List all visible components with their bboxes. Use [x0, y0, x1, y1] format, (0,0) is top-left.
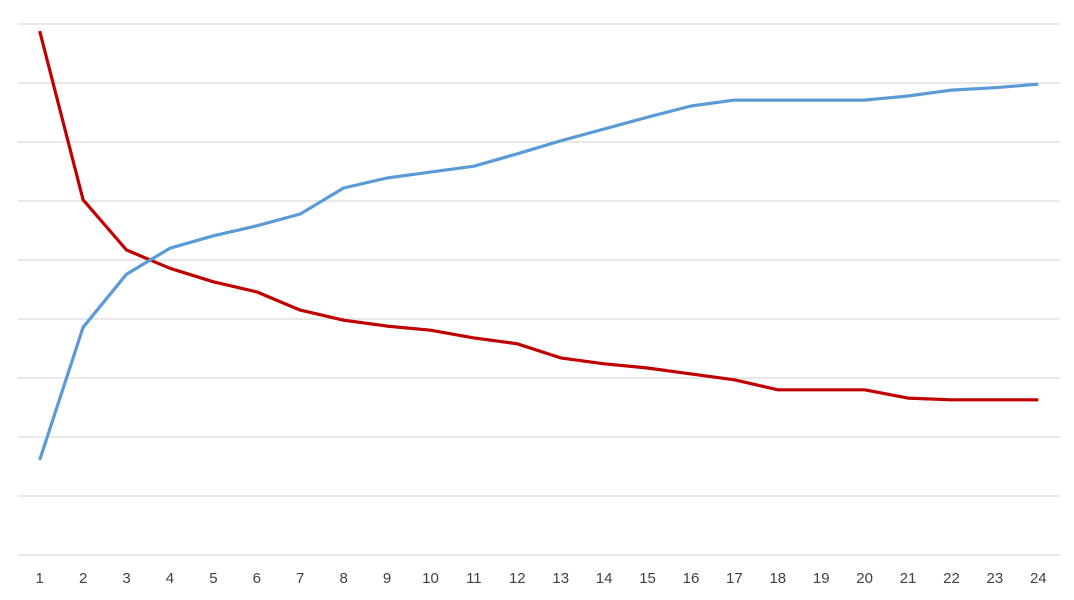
x-tick-label: 14 — [596, 570, 613, 587]
x-tick-label: 12 — [509, 570, 526, 587]
x-tick-label: 17 — [726, 570, 743, 587]
x-tick-label: 10 — [422, 570, 439, 587]
x-tick-label: 20 — [856, 570, 873, 587]
x-tick-label: 13 — [552, 570, 569, 587]
x-tick-label: 9 — [383, 570, 391, 587]
series-line — [38, 30, 1039, 402]
x-tick-label: 18 — [769, 570, 786, 587]
x-tick-label: 8 — [339, 570, 347, 587]
x-tick-label: 2 — [79, 570, 87, 587]
x-tick-label: 16 — [683, 570, 700, 587]
x-tick-label: 23 — [987, 570, 1004, 587]
x-tick-label: 21 — [900, 570, 917, 587]
x-tick-label: 1 — [36, 570, 44, 587]
x-tick-label: 3 — [122, 570, 130, 587]
x-tick-label: 4 — [166, 570, 174, 587]
x-tick-label: 5 — [209, 570, 217, 587]
x-tick-label: 15 — [639, 570, 656, 587]
x-tick-label: 24 — [1030, 570, 1047, 587]
x-tick-label: 11 — [466, 570, 482, 587]
x-tick-label: 7 — [296, 570, 304, 587]
x-tick-label: 22 — [943, 570, 960, 587]
x-tick-label: 6 — [253, 570, 261, 587]
x-tick-label: 19 — [813, 570, 830, 587]
series-line — [38, 82, 1039, 461]
